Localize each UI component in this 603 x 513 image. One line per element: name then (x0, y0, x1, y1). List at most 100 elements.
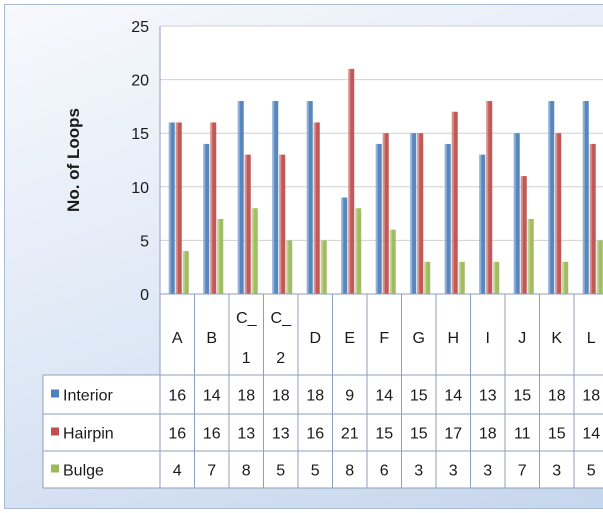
table-value: 18 (548, 388, 566, 405)
bar-highlight (244, 154, 247, 294)
y-tick-label: 15 (131, 126, 149, 143)
table-value: 15 (375, 426, 393, 443)
bar-hairpin (520, 176, 527, 294)
table-value: 14 (375, 388, 393, 405)
legend-key-hairpin (51, 427, 59, 436)
table-value: 17 (444, 426, 462, 443)
table-value: 5 (276, 463, 285, 480)
category-label: 1 (242, 350, 251, 367)
bar-interior (341, 197, 348, 294)
bar-highlight (313, 122, 316, 294)
table-value: 15 (513, 388, 531, 405)
table-value: 13 (237, 426, 255, 443)
category-label: D (309, 330, 321, 347)
bar-chart: 0 5 10 15 20 25 No. of Loops A B C_ 1 C_ 2 D E F G H I J K L I… (42, 19, 603, 489)
legend-label: Bulge (63, 463, 104, 480)
table-value: 16 (168, 388, 186, 405)
table-value: 14 (582, 426, 600, 443)
bar-highlight (479, 154, 482, 294)
bar-bulge (424, 261, 431, 294)
bar-highlight (389, 229, 392, 294)
bar-highlight (527, 218, 530, 294)
table-value: 16 (203, 426, 221, 443)
table-value: 18 (306, 388, 324, 405)
bar-highlight (520, 176, 523, 294)
bar-bulge (320, 240, 327, 294)
category-label: G (413, 330, 425, 347)
bar-hairpin (348, 68, 355, 294)
bar-highlight (562, 261, 565, 294)
table-value: 18 (479, 426, 497, 443)
table-value: 3 (449, 463, 458, 480)
bar-interior (479, 154, 486, 294)
bar-highlight (203, 143, 206, 294)
bar-highlight (493, 261, 496, 294)
table-value: 16 (306, 426, 324, 443)
category-label: B (206, 330, 217, 347)
category-label: C_ (271, 310, 293, 327)
bar-bulge (217, 218, 224, 294)
bar-bulge (251, 208, 258, 294)
bar-highlight (272, 101, 275, 294)
table-value: 6 (380, 463, 389, 480)
table-value: 7 (207, 463, 216, 480)
bar-hairpin (451, 111, 458, 294)
table-value: 4 (173, 463, 182, 480)
bar-highlight (382, 133, 385, 294)
bar-highlight (589, 143, 592, 294)
table-value: 8 (242, 463, 251, 480)
table-value: 3 (483, 463, 492, 480)
table-value: 18 (582, 388, 600, 405)
bar-highlight (306, 101, 309, 294)
bar-hairpin (313, 122, 320, 294)
table-value: 15 (548, 426, 566, 443)
table-value: 21 (341, 426, 359, 443)
bar-hairpin (486, 101, 493, 294)
table-value: 3 (414, 463, 423, 480)
table-value: 13 (272, 426, 290, 443)
category-label: J (518, 330, 526, 347)
bar-hairpin (175, 122, 182, 294)
table-value: 3 (552, 463, 561, 480)
legend-key-interior (51, 389, 59, 398)
category-label: K (551, 330, 562, 347)
category-label: E (344, 330, 355, 347)
bar-highlight (175, 122, 178, 294)
bar-hairpin (210, 122, 217, 294)
table-value: 5 (587, 463, 596, 480)
bar-highlight (210, 122, 213, 294)
bar-interior (237, 101, 244, 294)
category-label: H (447, 330, 459, 347)
bar-highlight (348, 68, 351, 294)
legend-label: Hairpin (63, 426, 114, 443)
category-label: F (379, 330, 389, 347)
bar-interior (513, 133, 520, 294)
bar-highlight (424, 261, 427, 294)
category-label: 2 (276, 350, 285, 367)
table-value: 18 (237, 388, 255, 405)
bar-highlight (375, 143, 378, 294)
bar-highlight (513, 133, 516, 294)
data-table (43, 375, 603, 488)
bar-hairpin (589, 143, 596, 294)
table-value: 15 (410, 388, 428, 405)
bar-bulge (562, 261, 569, 294)
bar-highlight (217, 218, 220, 294)
bar-hairpin (555, 133, 562, 294)
bar-hairpin (244, 154, 251, 294)
bar-interior (306, 101, 313, 294)
bar-hairpin (279, 154, 286, 294)
bar-bulge (286, 240, 293, 294)
table-value: 18 (272, 388, 290, 405)
y-tick-label: 5 (140, 233, 149, 250)
bar-highlight (582, 101, 585, 294)
bar-hairpin (382, 133, 389, 294)
chart-frame: 0 5 10 15 20 25 No. of Loops A B C_ 1 C_ 2 D E F G H I J K L I… (4, 4, 603, 509)
bar-highlight (237, 101, 240, 294)
bar-highlight (548, 101, 551, 294)
bar-highlight (341, 197, 344, 294)
bar-highlight (286, 240, 289, 294)
category-row (160, 294, 603, 375)
bar-bulge (182, 251, 189, 294)
bar-bulge (493, 261, 500, 294)
